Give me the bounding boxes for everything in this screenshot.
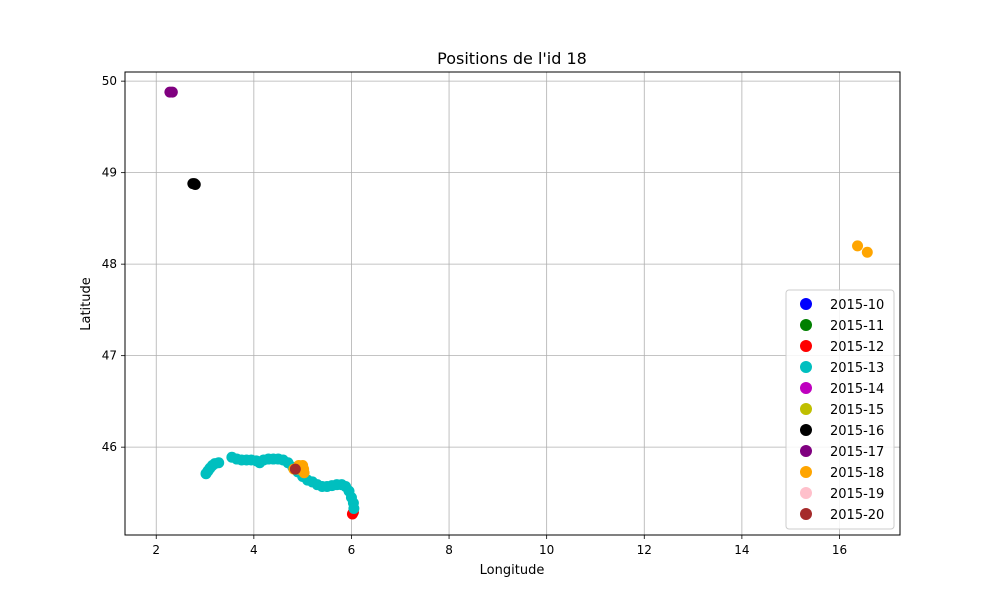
y-tick-label: 46: [102, 440, 117, 454]
data-point-2015-18: [861, 246, 873, 258]
legend-label: 2015-11: [830, 319, 884, 334]
legend-label: 2015-17: [830, 445, 884, 460]
data-points: [164, 86, 873, 520]
chart-title: Positions de l'id 18: [437, 49, 587, 68]
legend-label: 2015-14: [830, 382, 884, 397]
grid-lines: [125, 72, 900, 535]
x-tick-label: 4: [250, 543, 258, 557]
legend-marker: [800, 361, 812, 373]
legend-label: 2015-12: [830, 340, 884, 355]
data-point-2015-20: [289, 463, 301, 475]
x-tick-label: 10: [539, 543, 554, 557]
plot-area: [125, 72, 900, 535]
legend-marker: [800, 403, 812, 415]
legend-label: 2015-10: [830, 298, 884, 313]
y-axis-label: Latitude: [79, 277, 94, 331]
x-tick-label: 8: [445, 543, 453, 557]
legend-label: 2015-13: [830, 361, 884, 376]
data-point-2015-18: [852, 240, 864, 252]
legend-label: 2015-16: [830, 424, 884, 439]
legend-marker: [800, 298, 812, 310]
legend-marker: [800, 487, 812, 499]
data-point-2015-17: [166, 86, 178, 98]
legend-marker: [800, 508, 812, 520]
y-tick-label: 50: [102, 74, 117, 88]
plot-frame: [124, 71, 901, 536]
legend: 2015-10 2015-11 2015-12 2015-13 2015-14 2015-…: [785, 289, 895, 530]
legend-box: [785, 289, 895, 530]
y-tick-label: 49: [102, 166, 117, 180]
data-point-2015-13: [348, 502, 360, 514]
x-tick-label: 16: [832, 543, 847, 557]
y-axis-ticks: 46 47 48 49 50: [102, 74, 125, 454]
legend-marker: [800, 319, 812, 331]
x-axis-label: Longitude: [480, 563, 545, 578]
legend-marker: [800, 424, 812, 436]
x-tick-label: 6: [348, 543, 356, 557]
legend-marker: [800, 340, 812, 352]
y-tick-label: 48: [102, 257, 117, 271]
legend-label: 2015-18: [830, 466, 884, 481]
x-tick-label: 2: [152, 543, 160, 557]
legend-marker: [800, 445, 812, 457]
data-point-2015-16: [188, 178, 200, 190]
legend-marker: [800, 382, 812, 394]
x-tick-label: 12: [637, 543, 652, 557]
legend-label: 2015-20: [830, 508, 884, 523]
legend-label: 2015-19: [830, 487, 884, 502]
y-tick-label: 47: [102, 349, 117, 363]
x-axis-ticks: 2 4 6 8 10 12 14 16: [152, 535, 847, 557]
x-tick-label: 14: [734, 543, 749, 557]
legend-marker: [800, 466, 812, 478]
data-point-2015-13: [213, 457, 225, 469]
legend-label: 2015-15: [830, 403, 884, 418]
